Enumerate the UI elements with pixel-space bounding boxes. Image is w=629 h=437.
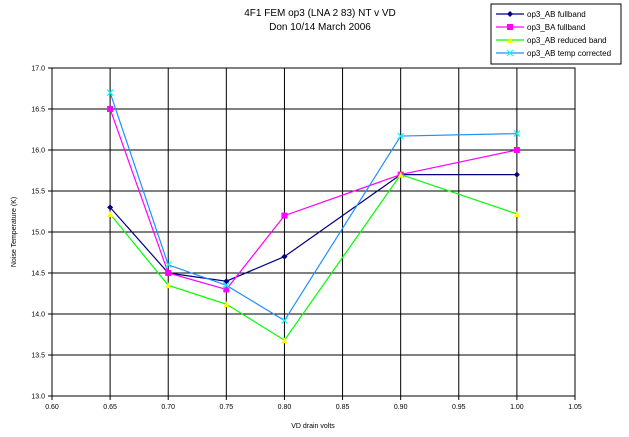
gridlines <box>52 68 575 396</box>
series-line <box>109 173 518 342</box>
legend-marker <box>507 37 513 43</box>
series-line <box>109 174 517 282</box>
series-line <box>109 108 518 291</box>
data-point <box>106 89 114 97</box>
data-point <box>223 278 230 285</box>
y-tick-label: 16.0 <box>31 148 45 155</box>
legend-label: op3_AB temp corrected <box>527 49 611 58</box>
legend-marker <box>507 24 513 30</box>
x-tick-label: 1.05 <box>568 404 582 411</box>
data-point <box>165 282 172 289</box>
series-4 <box>106 89 521 324</box>
legend-item: op3_AB fullband <box>496 10 586 19</box>
data-point <box>223 286 230 293</box>
x-tick-label: 0.65 <box>103 404 117 411</box>
series-3 <box>107 171 520 344</box>
y-tick-label: 13.5 <box>31 353 45 360</box>
x-axis-label: VD drain volts <box>291 423 335 430</box>
data-point <box>281 253 288 260</box>
data-point <box>513 130 521 138</box>
legend-marker <box>506 49 514 57</box>
x-tick-label: 1.00 <box>510 404 524 411</box>
y-tick-label: 15.5 <box>31 189 45 196</box>
legend-item: op3_AB temp corrected <box>496 49 611 58</box>
x-tick-label: 0.70 <box>161 404 175 411</box>
legend-item: op3_BA fullband <box>496 23 585 32</box>
y-tick-label: 13.0 <box>31 394 45 401</box>
x-tick-label: 0.85 <box>336 404 350 411</box>
legend-item: op3_AB reduced band <box>496 36 607 45</box>
y-tick-label: 16.5 <box>31 107 45 114</box>
data-point <box>223 301 230 308</box>
x-tick-label: 0.95 <box>452 404 466 411</box>
x-tick-label: 0.80 <box>278 404 292 411</box>
data-point <box>397 171 404 178</box>
legend: op3_AB fullband op3_BA fullband op3_AB red… <box>490 3 622 65</box>
data-point <box>397 132 405 140</box>
data-point <box>222 281 230 289</box>
data-point <box>164 261 172 269</box>
data-point <box>513 147 520 153</box>
series-line <box>109 92 517 322</box>
data-point <box>513 210 520 217</box>
y-tick-label: 14.0 <box>31 312 45 319</box>
x-tick-label: 0.75 <box>220 404 234 411</box>
legend-label: op3_AB fullband <box>527 10 586 19</box>
series-group <box>106 89 521 344</box>
data-point <box>107 210 114 217</box>
data-point <box>107 204 114 211</box>
y-tick-label: 17.0 <box>31 66 45 73</box>
data-point <box>513 171 520 178</box>
y-axis-ticks: 13.0 13.5 14.0 14.5 15.0 15.5 16.0 16.5 17.0 <box>31 66 52 401</box>
legend-marker <box>507 11 513 17</box>
legend-label: op3_AB reduced band <box>527 36 607 45</box>
data-point <box>281 212 288 219</box>
x-tick-label: 0.60 <box>45 404 59 411</box>
series-1 <box>107 171 520 285</box>
data-point <box>281 337 288 344</box>
legend-label: op3_BA fullband <box>527 23 585 32</box>
y-tick-label: 14.5 <box>31 271 45 278</box>
x-tick-label: 0.90 <box>394 404 408 411</box>
y-axis-label: Noise Temperature (K) <box>11 197 18 267</box>
data-point <box>165 270 172 276</box>
data-point <box>107 106 114 112</box>
x-axis-ticks: 0.60 0.65 0.70 0.75 0.80 0.85 0.90 0.95 1.00 1.05 <box>45 396 582 411</box>
data-point <box>281 317 288 324</box>
chart-subtitle: Don 10/14 March 2006 <box>269 22 371 33</box>
y-tick-label: 15.0 <box>31 230 45 237</box>
chart-title: 4F1 FEM op3 (LNA 2 83) NT v VD <box>244 8 396 19</box>
